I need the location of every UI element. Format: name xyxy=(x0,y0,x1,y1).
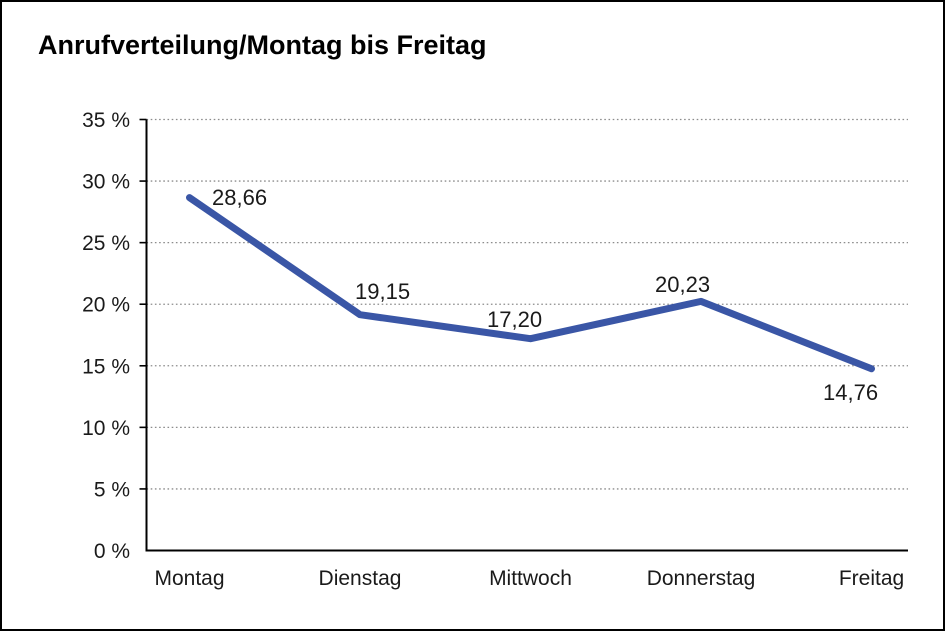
y-axis-label-35pct: 35 % xyxy=(82,109,130,132)
x-axis-label-freitag: Freitag xyxy=(839,567,904,590)
y-axis-label-20pct: 20 % xyxy=(82,294,130,317)
value-label-donnerstag: 20,23 xyxy=(655,272,710,297)
data-series-line xyxy=(186,194,875,373)
y-axis-label-15pct: 15 % xyxy=(82,355,130,378)
y-axis-label-25pct: 25 % xyxy=(82,232,130,255)
y-axis-label-5pct: 5 % xyxy=(94,478,130,501)
value-label-montag: 28,66 xyxy=(212,185,267,210)
chart-title: Anrufverteilung/Montag bis Freitag xyxy=(38,30,487,60)
x-axis-label-mittwoch: Mittwoch xyxy=(489,567,572,590)
value-label-mittwoch: 17,20 xyxy=(487,307,542,332)
value-label-freitag: 14,76 xyxy=(823,380,878,405)
y-axis-label-30pct: 30 % xyxy=(82,171,130,194)
x-axis-label-montag: Montag xyxy=(154,567,224,590)
x-axis-label-dienstag: Dienstag xyxy=(319,567,402,590)
x-axis-label-donnerstag: Donnerstag xyxy=(647,567,756,590)
y-axis-label-0pct: 0 % xyxy=(94,540,130,563)
value-label-dienstag: 19,15 xyxy=(355,279,410,304)
y-axis-label-10pct: 10 % xyxy=(82,417,130,440)
